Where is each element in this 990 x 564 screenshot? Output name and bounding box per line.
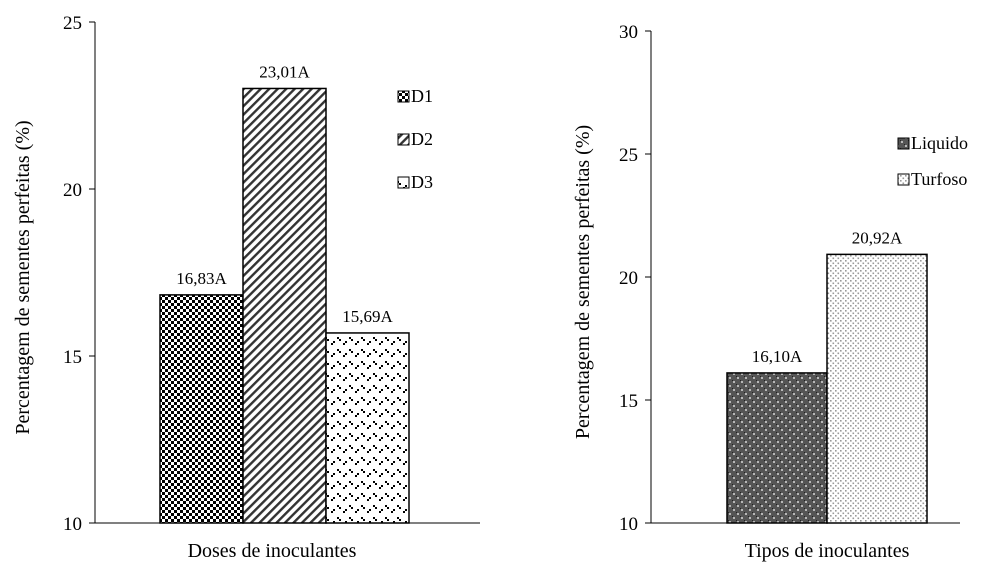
bar-0-0 <box>159 294 244 524</box>
y-tick-label-1-3: 25 <box>619 145 638 166</box>
legend-swatch-0-1 <box>397 133 410 146</box>
data-label-0-2: 15,69A <box>342 307 393 326</box>
y-tick-label-0-3: 25 <box>63 13 82 34</box>
y-axis-label-0: Percentagem de sementes perfeitas (%) <box>12 120 34 434</box>
bar-1-0 <box>726 372 828 524</box>
y-tick-label-0-0: 10 <box>63 514 82 535</box>
y-tick-label-1-4: 30 <box>619 22 638 43</box>
data-label-1-0: 16,10A <box>752 347 803 366</box>
legend-label-0-0: D1 <box>411 86 433 106</box>
bar-0-1 <box>242 87 327 524</box>
legend-swatch-1-1 <box>897 173 910 186</box>
data-label-0-1: 23,01A <box>259 62 310 81</box>
legend-label-0-1: D2 <box>411 129 433 149</box>
y-axis-label-1: Percentagem de sementes perfeitas (%) <box>572 125 594 439</box>
legend-label-1-1: Turfoso <box>911 169 967 189</box>
data-label-0-0: 16,83A <box>176 269 227 288</box>
legend-swatch-0-0 <box>397 90 410 103</box>
bar-1-1 <box>826 253 928 524</box>
legend-swatch-0-2 <box>397 176 410 189</box>
x-axis-label-1: Tipos de inoculantes <box>745 540 910 562</box>
y-tick-label-0-1: 15 <box>63 347 82 368</box>
y-tick-label-1-0: 10 <box>619 514 638 535</box>
legend-label-1-0: Liquido <box>911 133 968 153</box>
y-tick-label-0-2: 20 <box>63 180 82 201</box>
bar-0-2 <box>325 332 410 524</box>
x-axis-label-0: Doses de inoculantes <box>188 540 357 562</box>
legend-swatch-1-0 <box>897 137 910 150</box>
data-label-1-1: 20,92A <box>852 228 903 247</box>
y-tick-label-1-2: 20 <box>619 268 638 289</box>
y-tick-label-1-1: 15 <box>619 391 638 412</box>
legend-label-0-2: D3 <box>411 172 433 192</box>
